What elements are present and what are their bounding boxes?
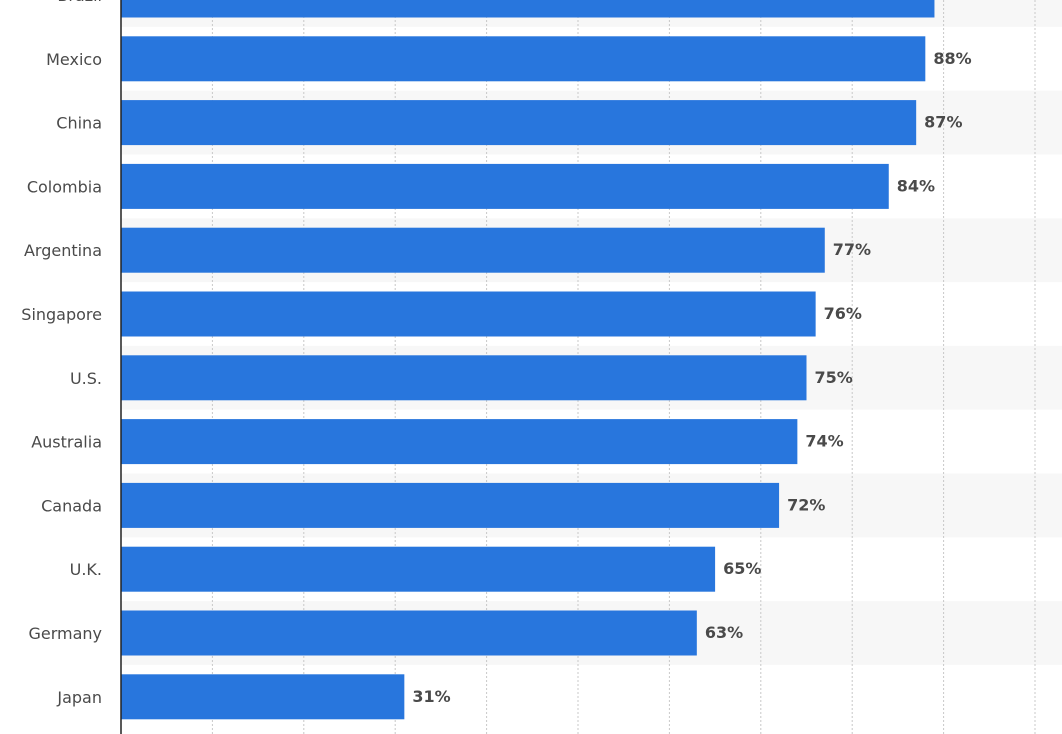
value-label: 77%	[833, 240, 871, 259]
bar[interactable]	[121, 0, 935, 18]
value-label: 88%	[933, 49, 971, 68]
value-labels: 89% 88% 87% 84% 77% 76% 75% 74% 72% 65% 63% 31%	[412, 0, 980, 706]
category-label: Argentina	[24, 241, 102, 260]
bar[interactable]	[121, 419, 798, 465]
bar[interactable]	[121, 674, 405, 720]
category-label: Brazil	[57, 0, 102, 5]
category-label: U.S.	[70, 369, 102, 388]
category-label: U.K.	[70, 560, 102, 579]
category-label: Japan	[56, 688, 102, 707]
value-label: 84%	[897, 176, 935, 195]
bar[interactable]	[121, 610, 697, 656]
category-label: Germany	[28, 624, 102, 643]
value-label: 63%	[705, 623, 743, 642]
category-label: Canada	[41, 496, 102, 515]
category-label: China	[56, 114, 102, 133]
category-label: Colombia	[27, 177, 102, 196]
bar[interactable]	[121, 163, 889, 209]
bar[interactable]	[121, 546, 716, 592]
value-label: 87%	[924, 113, 962, 132]
value-label: 65%	[723, 559, 761, 578]
category-label: Singapore	[21, 305, 102, 324]
value-label: 75%	[815, 368, 853, 387]
value-label: 76%	[824, 304, 862, 323]
value-label: 31%	[412, 687, 450, 706]
value-label: 89%	[942, 0, 980, 4]
bar[interactable]	[121, 227, 825, 273]
value-label: 74%	[805, 432, 843, 451]
bar[interactable]	[121, 482, 780, 528]
value-label: 72%	[787, 495, 825, 514]
category-label: Mexico	[46, 50, 102, 69]
category-labels: Brazil Mexico China Colombia Argentina Singap…	[21, 0, 102, 707]
bar[interactable]	[121, 355, 807, 401]
bar[interactable]	[121, 36, 926, 82]
bar[interactable]	[121, 291, 816, 337]
category-label: Australia	[31, 433, 102, 452]
bars	[121, 0, 935, 720]
bar[interactable]	[121, 100, 917, 146]
